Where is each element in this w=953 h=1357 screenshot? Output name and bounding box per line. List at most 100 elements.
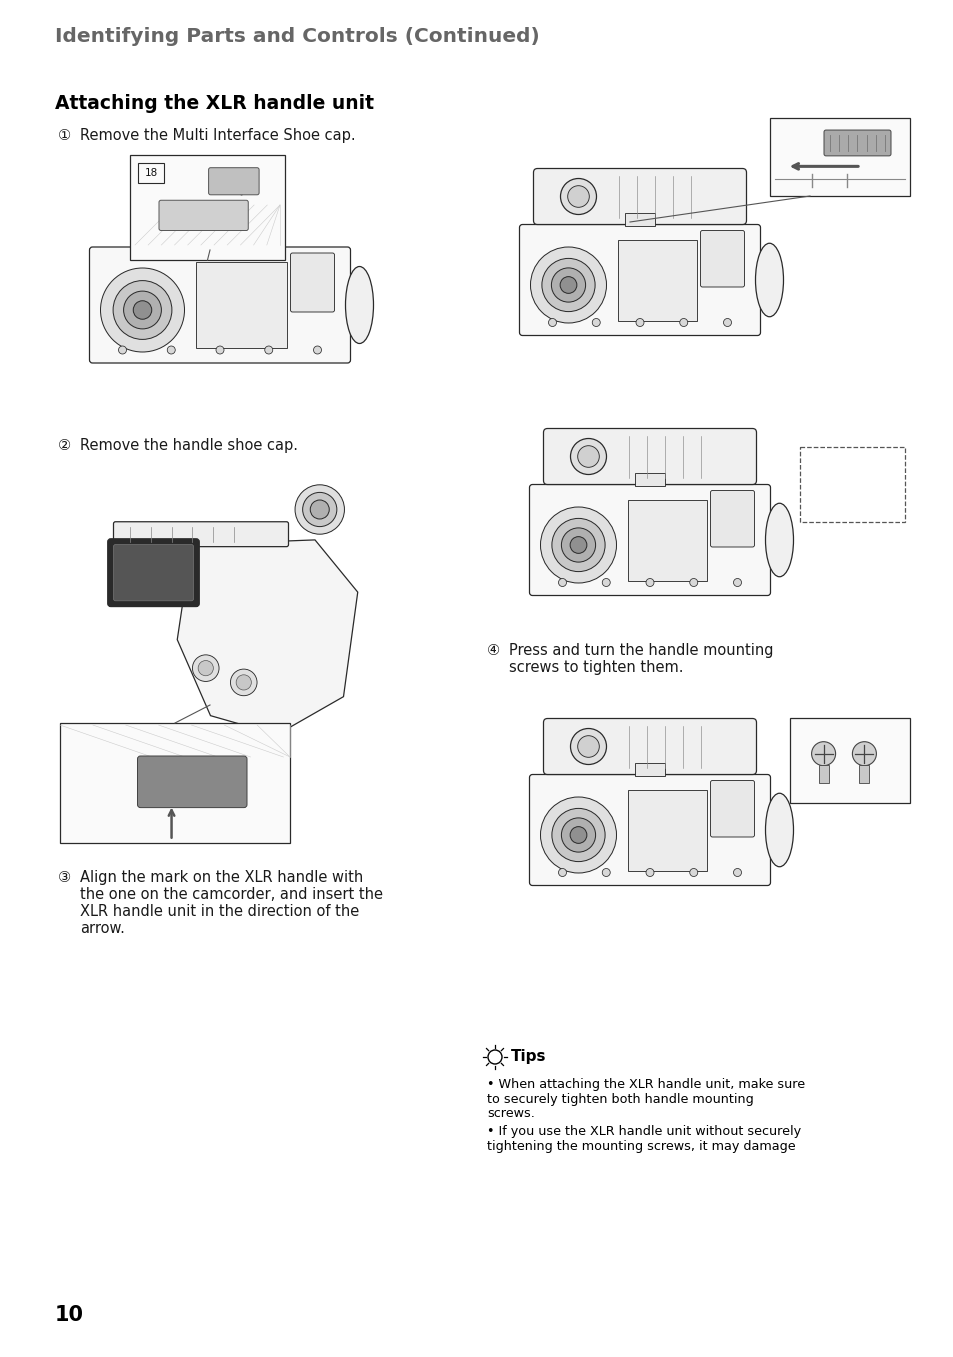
Bar bbox=[196, 262, 287, 347]
Text: the one on the camcorder, and insert the: the one on the camcorder, and insert the bbox=[80, 887, 382, 902]
Circle shape bbox=[124, 292, 161, 328]
Bar bbox=[138, 163, 164, 183]
Circle shape bbox=[265, 346, 273, 354]
Ellipse shape bbox=[764, 503, 793, 577]
FancyBboxPatch shape bbox=[543, 718, 756, 775]
Ellipse shape bbox=[755, 243, 782, 316]
Circle shape bbox=[560, 528, 595, 562]
Circle shape bbox=[601, 868, 610, 877]
Circle shape bbox=[113, 281, 172, 339]
Circle shape bbox=[314, 346, 321, 354]
Circle shape bbox=[570, 438, 606, 475]
FancyBboxPatch shape bbox=[519, 224, 760, 335]
Circle shape bbox=[679, 319, 687, 327]
FancyBboxPatch shape bbox=[108, 539, 199, 607]
Bar bbox=[628, 790, 707, 870]
Circle shape bbox=[578, 445, 598, 467]
Circle shape bbox=[645, 868, 654, 877]
FancyBboxPatch shape bbox=[710, 780, 754, 837]
Bar bbox=[628, 499, 707, 581]
Text: screws.: screws. bbox=[486, 1107, 535, 1120]
Circle shape bbox=[133, 301, 152, 319]
Circle shape bbox=[559, 277, 577, 293]
Bar bbox=[205, 235, 234, 248]
Ellipse shape bbox=[764, 794, 793, 867]
Circle shape bbox=[722, 319, 731, 327]
Circle shape bbox=[689, 868, 697, 877]
Ellipse shape bbox=[345, 266, 374, 343]
Text: screws to tighten them.: screws to tighten them. bbox=[509, 660, 682, 674]
Text: • When attaching the XLR handle unit, make sure: • When attaching the XLR handle unit, ma… bbox=[486, 1077, 804, 1091]
Polygon shape bbox=[177, 540, 357, 734]
Circle shape bbox=[852, 742, 876, 765]
Bar bbox=[635, 472, 664, 486]
Circle shape bbox=[193, 655, 219, 681]
FancyBboxPatch shape bbox=[90, 247, 350, 364]
Text: XLR handle unit in the direction of the: XLR handle unit in the direction of the bbox=[80, 904, 359, 919]
Circle shape bbox=[733, 868, 740, 877]
Circle shape bbox=[560, 179, 596, 214]
FancyBboxPatch shape bbox=[543, 429, 756, 484]
FancyBboxPatch shape bbox=[710, 490, 754, 547]
Circle shape bbox=[567, 186, 589, 208]
Bar bbox=[800, 446, 904, 522]
FancyBboxPatch shape bbox=[700, 231, 743, 286]
Text: Remove the Multi Interface Shoe cap.: Remove the Multi Interface Shoe cap. bbox=[80, 128, 355, 142]
Circle shape bbox=[552, 809, 604, 862]
FancyBboxPatch shape bbox=[113, 544, 193, 601]
FancyBboxPatch shape bbox=[209, 168, 259, 195]
Bar bbox=[818, 765, 828, 783]
Circle shape bbox=[167, 346, 175, 354]
FancyBboxPatch shape bbox=[113, 521, 288, 547]
Circle shape bbox=[540, 508, 616, 584]
Bar bbox=[635, 763, 664, 775]
Bar bbox=[60, 723, 290, 843]
Text: ④: ④ bbox=[486, 643, 499, 658]
Circle shape bbox=[560, 818, 595, 852]
Text: Attaching the XLR handle unit: Attaching the XLR handle unit bbox=[55, 94, 374, 113]
Text: ①: ① bbox=[58, 128, 71, 142]
Circle shape bbox=[570, 536, 586, 554]
Text: ③: ③ bbox=[58, 870, 71, 885]
Bar bbox=[130, 155, 285, 261]
Circle shape bbox=[636, 319, 643, 327]
Text: Press and turn the handle mounting: Press and turn the handle mounting bbox=[509, 643, 773, 658]
FancyBboxPatch shape bbox=[529, 484, 770, 596]
Circle shape bbox=[570, 826, 586, 843]
Circle shape bbox=[540, 797, 616, 873]
FancyBboxPatch shape bbox=[137, 756, 247, 807]
Text: • If you use the XLR handle unit without securely: • If you use the XLR handle unit without… bbox=[486, 1125, 801, 1139]
Bar bbox=[624, 213, 655, 225]
FancyBboxPatch shape bbox=[159, 201, 248, 231]
Circle shape bbox=[294, 484, 344, 535]
Circle shape bbox=[570, 729, 606, 764]
Circle shape bbox=[645, 578, 654, 586]
Circle shape bbox=[231, 669, 256, 696]
Circle shape bbox=[198, 661, 213, 676]
Circle shape bbox=[578, 735, 598, 757]
Circle shape bbox=[558, 578, 566, 586]
Circle shape bbox=[100, 267, 184, 351]
Circle shape bbox=[118, 346, 127, 354]
Circle shape bbox=[236, 674, 251, 689]
Circle shape bbox=[552, 518, 604, 571]
Circle shape bbox=[530, 247, 606, 323]
Circle shape bbox=[601, 578, 610, 586]
Circle shape bbox=[541, 258, 595, 312]
Text: Align the mark on the XLR handle with: Align the mark on the XLR handle with bbox=[80, 870, 363, 885]
Text: Tips: Tips bbox=[511, 1049, 546, 1064]
Text: Remove the handle shoe cap.: Remove the handle shoe cap. bbox=[80, 437, 297, 452]
Circle shape bbox=[548, 319, 556, 327]
Bar bbox=[859, 765, 868, 783]
FancyBboxPatch shape bbox=[529, 775, 770, 886]
Text: tightening the mounting screws, it may damage: tightening the mounting screws, it may d… bbox=[486, 1140, 795, 1153]
Circle shape bbox=[215, 346, 224, 354]
Circle shape bbox=[733, 578, 740, 586]
Text: arrow.: arrow. bbox=[80, 921, 125, 936]
Circle shape bbox=[558, 868, 566, 877]
Text: 10: 10 bbox=[55, 1305, 84, 1324]
Circle shape bbox=[592, 319, 599, 327]
FancyBboxPatch shape bbox=[533, 168, 745, 224]
Circle shape bbox=[551, 267, 585, 303]
Circle shape bbox=[302, 493, 336, 527]
